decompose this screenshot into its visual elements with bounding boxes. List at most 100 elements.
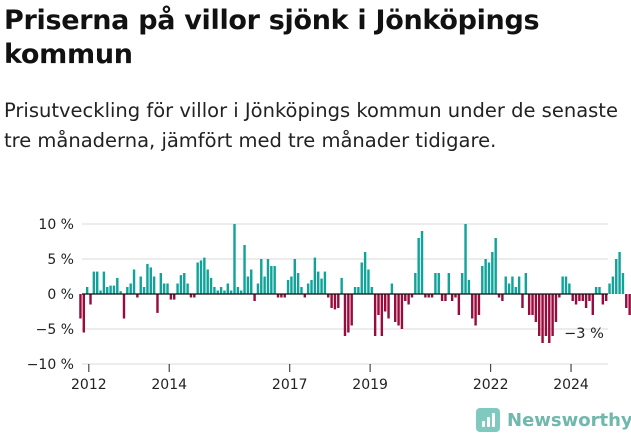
bar bbox=[229, 290, 233, 294]
bar bbox=[82, 294, 86, 333]
bar bbox=[618, 252, 621, 294]
bar bbox=[89, 294, 92, 305]
bar bbox=[357, 287, 360, 294]
bar bbox=[507, 283, 511, 294]
bar bbox=[417, 238, 420, 294]
newsworthy-logo[interactable]: Newsworthy bbox=[476, 408, 631, 432]
bar bbox=[574, 294, 578, 305]
bar bbox=[434, 273, 437, 294]
bar bbox=[581, 294, 584, 301]
bar bbox=[481, 266, 484, 294]
bar bbox=[233, 224, 236, 294]
bar bbox=[397, 294, 400, 326]
bar bbox=[276, 294, 280, 298]
bar bbox=[521, 294, 524, 308]
bar bbox=[404, 294, 407, 301]
bar bbox=[223, 290, 226, 294]
bar bbox=[102, 271, 106, 294]
bar bbox=[186, 283, 189, 294]
bar bbox=[544, 294, 548, 336]
bar bbox=[584, 294, 588, 308]
bar bbox=[491, 252, 494, 294]
bar bbox=[477, 294, 481, 315]
bar bbox=[454, 294, 457, 298]
bar bbox=[400, 294, 404, 329]
bar bbox=[323, 271, 327, 294]
bar bbox=[96, 271, 99, 294]
bar bbox=[558, 294, 561, 298]
chart-subtitle: Prisutveckling för villor i Jönköpings k… bbox=[4, 99, 618, 152]
bar bbox=[139, 276, 142, 294]
bar bbox=[290, 276, 293, 294]
bar bbox=[474, 294, 477, 326]
bar bbox=[437, 273, 440, 294]
brand-name: Newsworthy bbox=[507, 409, 631, 431]
bar bbox=[156, 294, 159, 313]
bar bbox=[246, 276, 250, 294]
bar bbox=[363, 252, 367, 294]
bar bbox=[615, 259, 618, 294]
bar bbox=[588, 294, 591, 301]
bar bbox=[129, 283, 132, 294]
bar bbox=[176, 283, 179, 294]
bar bbox=[300, 287, 303, 294]
bar bbox=[162, 283, 166, 294]
bar bbox=[504, 276, 507, 294]
bar bbox=[173, 294, 176, 300]
bar bbox=[260, 259, 263, 294]
bar bbox=[571, 294, 574, 301]
bar bbox=[327, 294, 330, 298]
bar bbox=[611, 276, 615, 294]
bar bbox=[390, 283, 394, 294]
bar bbox=[169, 294, 173, 300]
bar bbox=[511, 276, 514, 294]
bar bbox=[621, 273, 625, 294]
bar bbox=[283, 294, 286, 298]
bar bbox=[216, 290, 219, 294]
bar bbox=[310, 280, 313, 294]
bar bbox=[494, 238, 497, 294]
bar bbox=[106, 287, 109, 294]
bar bbox=[604, 294, 608, 301]
y-tick-label: −10 % bbox=[27, 357, 74, 373]
bar bbox=[534, 294, 538, 322]
bar bbox=[286, 280, 290, 294]
bar bbox=[387, 294, 390, 319]
bar bbox=[561, 276, 564, 294]
bar bbox=[598, 287, 601, 294]
bar bbox=[484, 259, 487, 294]
bar bbox=[250, 269, 253, 294]
bar bbox=[444, 294, 447, 301]
bar bbox=[146, 263, 149, 294]
bar bbox=[424, 294, 427, 298]
bar bbox=[517, 276, 521, 294]
bar bbox=[166, 283, 169, 294]
bar bbox=[116, 277, 119, 294]
bar bbox=[594, 287, 598, 294]
bar bbox=[380, 294, 384, 336]
bar bbox=[554, 294, 558, 322]
bars bbox=[79, 224, 631, 343]
bar bbox=[266, 259, 270, 294]
bar bbox=[414, 273, 417, 294]
bar bbox=[538, 294, 541, 336]
bar bbox=[203, 257, 206, 294]
y-tick-label: −5 % bbox=[36, 322, 74, 338]
bar bbox=[219, 287, 223, 294]
bar bbox=[350, 294, 353, 326]
bar bbox=[514, 287, 517, 294]
bar bbox=[467, 280, 471, 294]
bar bbox=[471, 294, 474, 319]
bar bbox=[497, 294, 501, 298]
y-tick-label: 10 % bbox=[38, 217, 74, 233]
bar bbox=[273, 266, 276, 294]
bar bbox=[122, 294, 126, 319]
bar bbox=[353, 287, 357, 294]
bar bbox=[343, 294, 347, 336]
bar bbox=[440, 294, 444, 301]
bar bbox=[450, 294, 454, 301]
bar bbox=[226, 283, 229, 294]
bar bbox=[337, 294, 340, 308]
bar bbox=[179, 275, 183, 294]
axis-labels: −10 % −5 % 0 % 5 % 10 % 2012 2014 2017 2019 2022 2… bbox=[27, 217, 604, 393]
